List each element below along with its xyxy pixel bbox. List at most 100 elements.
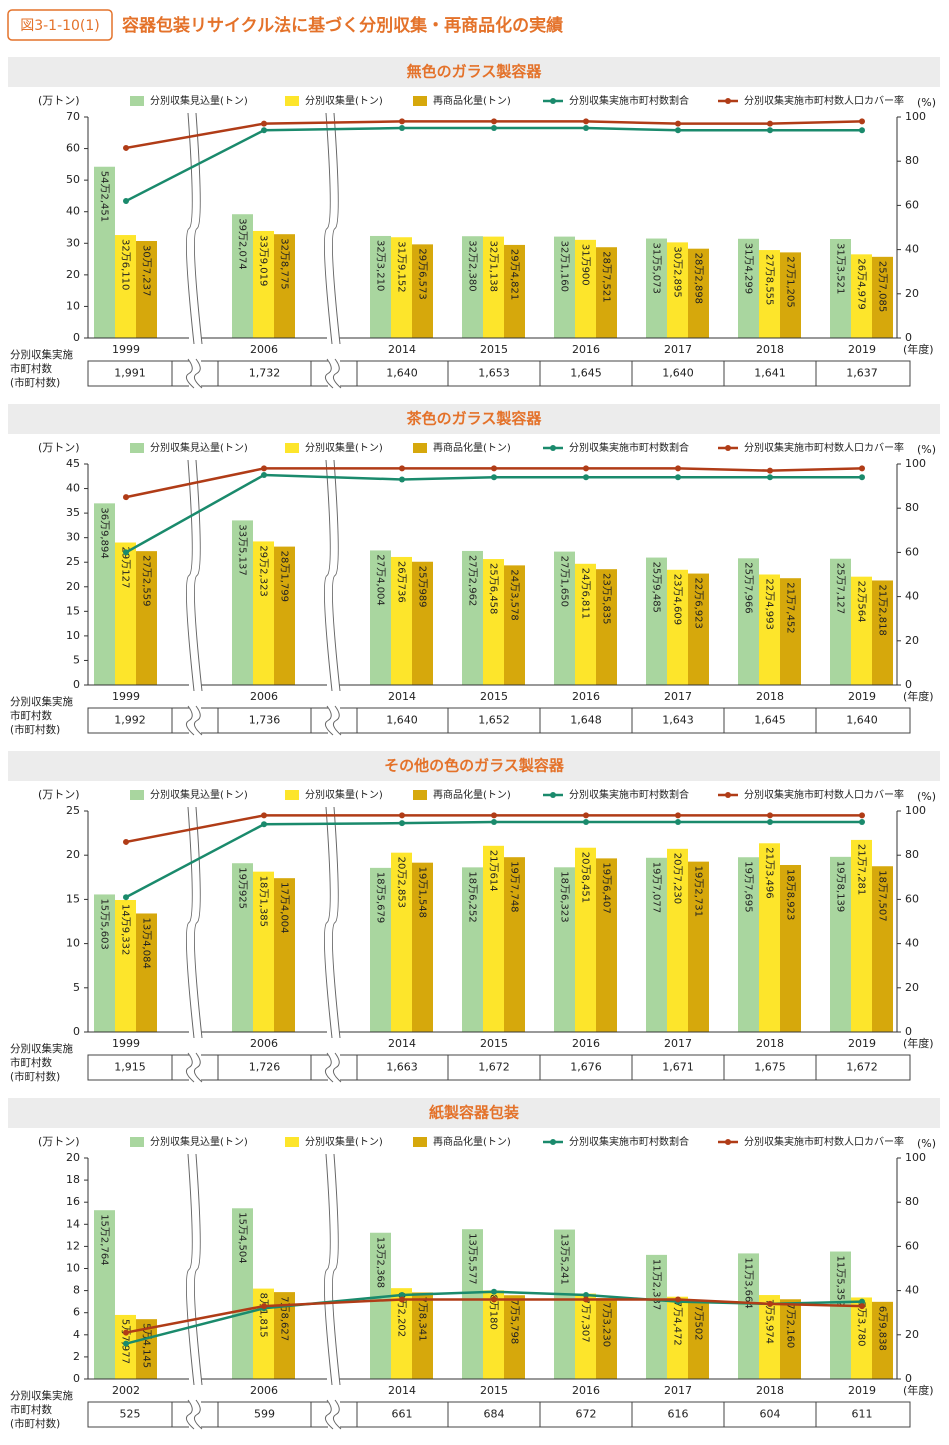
value-label: 11万2,337 (651, 1259, 662, 1310)
value-label: 27万2,962 (467, 555, 478, 606)
bar (412, 1292, 433, 1379)
bar (646, 557, 667, 685)
value-label: 19万7,695 (743, 861, 754, 912)
x-axis-label: (年度) (903, 1383, 934, 1397)
line-marker (675, 120, 681, 127)
y2-axis-label: (%) (917, 1137, 936, 1150)
legend-swatch (285, 443, 299, 453)
bar (274, 1292, 295, 1379)
legend-label: 分別収集実施市町村数人口カバー率 (744, 94, 904, 107)
line-marker (859, 819, 865, 826)
y2-tick-label: 80 (905, 501, 919, 514)
x-tick-label: 2017 (664, 1384, 692, 1397)
value-label: 19万8,139 (835, 861, 846, 912)
line-marker (399, 1292, 405, 1299)
table-cell: 599 (254, 1408, 275, 1421)
y-tick-label: 5 (73, 653, 80, 666)
table-frame (87, 360, 911, 387)
value-label: 18万7,507 (877, 870, 888, 921)
legend-label: 分別収集実施市町村数人口カバー率 (744, 441, 904, 454)
axis-break (193, 806, 203, 1039)
bar (851, 1297, 872, 1379)
line-marker (491, 465, 497, 472)
value-label: 28万7,521 (601, 251, 612, 302)
table-cell: 1,732 (249, 367, 281, 380)
y-tick-label: 8 (73, 1284, 80, 1297)
legend-swatch (130, 96, 144, 106)
y-tick-label: 60 (66, 142, 80, 155)
y2-tick-label: 40 (905, 937, 919, 950)
line-marker (123, 197, 129, 204)
y-tick-label: 10 (66, 629, 80, 642)
x-tick-label: 2015 (480, 1384, 508, 1397)
bar (688, 573, 709, 685)
value-label: 32万1,138 (488, 241, 499, 292)
y-tick-label: 0 (73, 678, 80, 691)
x-tick-label: 2019 (848, 1384, 876, 1397)
axis-break (185, 1399, 195, 1430)
y-tick-label: 18 (66, 1173, 80, 1186)
bar (462, 1229, 483, 1379)
value-label: 36万9,894 (99, 507, 110, 558)
legend-swatch (285, 1137, 299, 1147)
line-marker (491, 819, 497, 826)
y-tick-label: 5 (73, 981, 80, 994)
x-tick-label: 2019 (848, 343, 876, 356)
axis-break-gap (189, 113, 201, 344)
line-marker (399, 820, 405, 827)
value-label: 7万5,974 (764, 1299, 775, 1344)
bar (462, 550, 483, 685)
x-tick-label: 2018 (756, 1037, 784, 1050)
bar (872, 580, 893, 685)
line-marker (767, 812, 773, 819)
value-label: 31万4,299 (743, 243, 754, 294)
value-label: 31万900 (580, 244, 591, 286)
line-marker (123, 549, 129, 556)
y2-tick-label: 60 (905, 892, 919, 905)
value-label: 11万3,664 (743, 1257, 754, 1308)
table-row-label: 分別収集実施 (10, 1042, 73, 1055)
table-frame (87, 1401, 911, 1428)
bar (504, 244, 525, 338)
legend-label: 分別収集実施市町村数割合 (569, 788, 689, 801)
table-cell: 1,736 (249, 714, 281, 727)
bar (596, 247, 617, 338)
y-tick-label: 2 (73, 1350, 80, 1363)
table-cell: 1,653 (478, 367, 510, 380)
bar (830, 558, 851, 685)
legend-marker (550, 792, 556, 798)
line-marker (261, 821, 267, 828)
value-label: 7万502 (693, 1305, 704, 1340)
table-row-label: (市町村数) (10, 723, 60, 736)
bar (253, 230, 274, 338)
bar (667, 1296, 688, 1379)
table-cell: 1,992 (114, 714, 146, 727)
line-marker (399, 125, 405, 132)
axis-break (185, 459, 195, 692)
y2-axis-label: (%) (917, 790, 936, 803)
bar (483, 236, 504, 338)
y-tick-label: 45 (66, 457, 80, 470)
axis-break (331, 1153, 341, 1386)
value-label: 15万5,603 (99, 898, 110, 949)
axis-break-gap (327, 1154, 339, 1385)
value-label: 32万6,110 (120, 239, 131, 290)
legend-swatch (130, 1137, 144, 1147)
line-marker (767, 474, 773, 481)
bar (94, 894, 115, 1032)
bar (232, 520, 253, 685)
x-tick-label: 2017 (664, 1037, 692, 1050)
axis-break (185, 806, 195, 1039)
bar (136, 1319, 157, 1379)
x-tick-label: 2014 (388, 1037, 416, 1050)
figure-label-box (7, 9, 113, 41)
y2-axis-label: (%) (917, 443, 936, 456)
table-cell: 1,643 (662, 714, 694, 727)
table-row-label: 分別収集実施 (10, 1389, 73, 1402)
y-axis-label: (万トン) (38, 441, 80, 454)
value-label: 32万8,775 (279, 238, 290, 289)
value-label: 26万736 (396, 561, 407, 603)
value-label: 20万8,451 (580, 852, 591, 903)
value-label: 6万9,838 (877, 1306, 888, 1351)
x-tick-label: 2006 (250, 690, 278, 703)
